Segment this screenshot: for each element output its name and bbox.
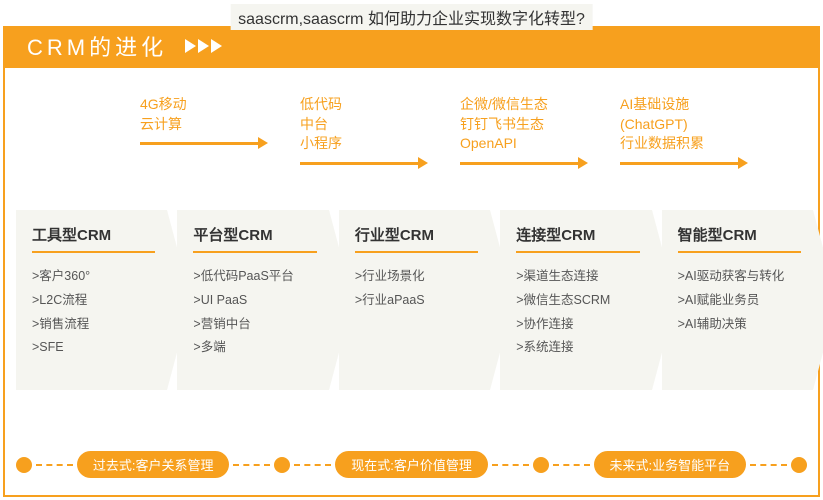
stage-4-items: >AI驱动获客与转化>AI赋能业务员>AI辅助决策 [678, 265, 801, 336]
stage-0-items: >客户360°>L2C流程>销售流程>SFE [32, 265, 155, 360]
stage-1-title: 平台型CRM [193, 224, 316, 253]
dash-icon [294, 464, 331, 466]
header-text: CRM的进化 [27, 30, 167, 62]
stage-3-title: 连接型CRM [516, 224, 639, 253]
arrow-right-icon [460, 162, 580, 165]
stage-3: 连接型CRM >渠道生态连接>微信生态SCRM>协作连接>系统连接 [500, 210, 651, 390]
stage-4: 智能型CRM >AI驱动获客与转化>AI赋能业务员>AI辅助决策 [662, 210, 813, 390]
dash-icon [233, 464, 270, 466]
header-band: CRM的进化 [3, 26, 820, 66]
timeline-pill-1: 现在式:客户价值管理 [335, 451, 488, 478]
arrow-right-icon [620, 162, 740, 165]
header-arrows-icon [185, 39, 222, 53]
dot-icon [274, 457, 290, 473]
stage-2-title: 行业型CRM [355, 224, 478, 253]
stages-row: 工具型CRM >客户360°>L2C流程>销售流程>SFE 平台型CRM >低代… [16, 210, 823, 390]
timeline-pill-0: 过去式:客户关系管理 [77, 451, 230, 478]
dash-icon [553, 464, 590, 466]
dot-icon [791, 457, 807, 473]
driver-3-labels: AI基础设施(ChatGPT)行业数据积累 [620, 95, 704, 154]
stage-2-items: >行业场景化>行业aPaaS [355, 265, 478, 313]
page-title: saascrm,saascrm 如何助力企业实现数字化转型? [230, 4, 593, 30]
stage-0-title: 工具型CRM [32, 224, 155, 253]
drivers-row: 4G移动云计算 低代码中台小程序 企微/微信生态钉钉飞书生态OpenAPI AI… [40, 95, 793, 165]
timeline-pill-2: 未来式:业务智能平台 [594, 451, 747, 478]
stage-1-items: >低代码PaaS平台>UI PaaS>营销中台>多端 [193, 265, 316, 360]
driver-3: AI基础设施(ChatGPT)行业数据积累 [620, 95, 780, 165]
dash-icon [36, 464, 73, 466]
arrow-right-icon [300, 162, 420, 165]
driver-2-labels: 企微/微信生态钉钉飞书生态OpenAPI [460, 95, 548, 154]
dot-icon [16, 457, 32, 473]
dot-icon [533, 457, 549, 473]
driver-1: 低代码中台小程序 [300, 95, 460, 165]
dash-icon [750, 464, 787, 466]
timeline: 过去式:客户关系管理 现在式:客户价值管理 未来式:业务智能平台 [16, 451, 807, 478]
driver-1-labels: 低代码中台小程序 [300, 95, 342, 154]
driver-0-labels: 4G移动云计算 [140, 95, 187, 134]
stage-1: 平台型CRM >低代码PaaS平台>UI PaaS>营销中台>多端 [177, 210, 328, 390]
arrow-right-icon [140, 142, 260, 145]
driver-0: 4G移动云计算 [140, 95, 300, 165]
stage-3-items: >渠道生态连接>微信生态SCRM>协作连接>系统连接 [516, 265, 639, 360]
stage-0: 工具型CRM >客户360°>L2C流程>销售流程>SFE [16, 210, 167, 390]
dash-icon [492, 464, 529, 466]
stage-4-title: 智能型CRM [678, 224, 801, 253]
driver-2: 企微/微信生态钉钉飞书生态OpenAPI [460, 95, 620, 165]
stage-2: 行业型CRM >行业场景化>行业aPaaS [339, 210, 490, 390]
